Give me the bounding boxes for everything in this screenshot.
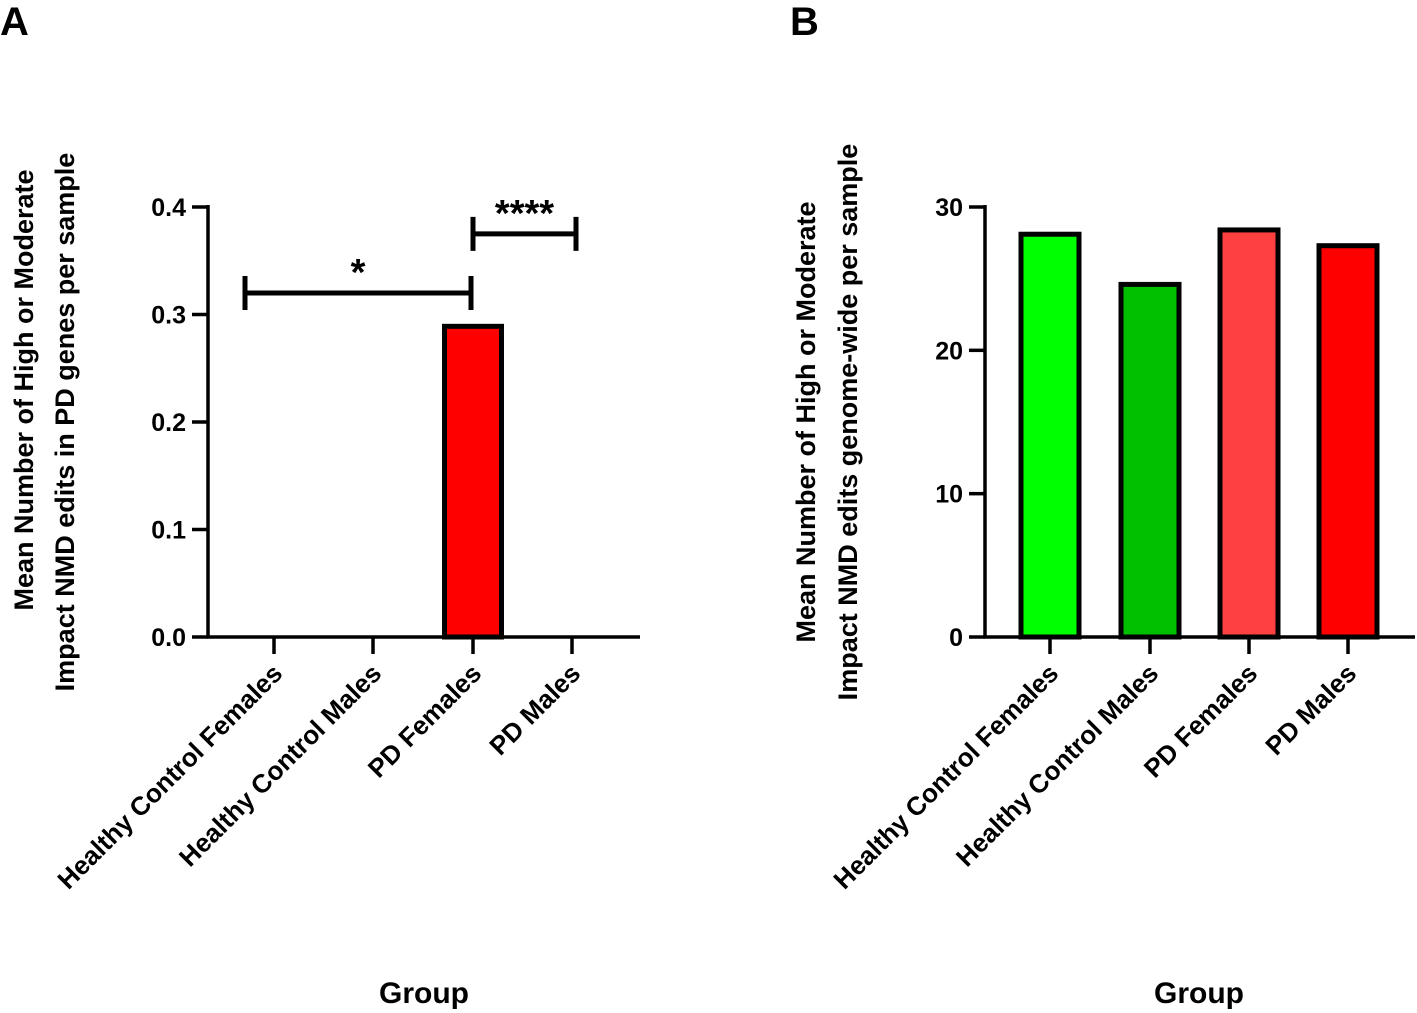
panel-a-y-tick-label: 0.1 — [151, 517, 186, 545]
panel-a-significance-bracket: * — [242, 252, 474, 310]
panel-b-y-tick-label: 0 — [949, 624, 963, 652]
panel-b-bar-3 — [1217, 227, 1281, 640]
panel-b-x-tick-label: PD Males — [1259, 658, 1362, 761]
panel-b-x-tick-label: Healthy Control Males — [950, 658, 1164, 872]
panel-b-y-axis-title: Mean Number of High or Moderate Impact N… — [791, 144, 863, 701]
panel-b-y-tick-label: 20 — [935, 337, 963, 365]
panel-a-y-axis-title-line2: Impact NMD edits in PD genes per sample — [50, 153, 80, 692]
panel-a-significance-label: **** — [495, 193, 554, 235]
panel-a-letter: A — [0, 0, 29, 44]
panel-a-bar-3 — [442, 323, 504, 640]
panel-b-bar-4 — [1316, 243, 1380, 640]
panel-b-x-axis-title: Group — [1154, 977, 1244, 1010]
panel-b-bar-2 — [1118, 281, 1182, 640]
panel-b-letter: B — [790, 0, 819, 44]
panel-a-y-axis-title: Mean Number of High or Moderate Impact N… — [9, 153, 80, 692]
panel-b-bar-1 — [1018, 231, 1082, 640]
panel-b: B Mean Number of High or Moderate Impact… — [790, 0, 1415, 1010]
panel-a-y-tick-label: 0.4 — [151, 194, 186, 222]
panel-a-x-tick-label: Healthy Control Males — [173, 658, 387, 872]
panel-b-y-axis-title-line2: Impact NMD edits genome-wide per sample — [833, 144, 863, 701]
panel-a-y-tick-label: 0.3 — [151, 302, 186, 330]
panel-a-y-axis-title-line1: Mean Number of High or Moderate — [9, 169, 39, 610]
panel-b-y-axis-title-line1: Mean Number of High or Moderate — [791, 201, 821, 642]
panel-a-x-axis-title: Group — [379, 977, 469, 1010]
panel-a-significance-bracket: **** — [470, 193, 579, 251]
panel-b-y-tick-label: 30 — [935, 194, 963, 222]
panel-a-y-tick-label: 0.0 — [151, 624, 186, 652]
panel-a-y-tick-label: 0.2 — [151, 409, 186, 437]
panel-a: A Mean Number of High or Moderate Impact… — [0, 0, 640, 1010]
panel-a-x-tick-label: PD Males — [483, 658, 586, 761]
panel-b-y-tick-label: 10 — [935, 481, 963, 509]
panel-a-significance-label: * — [351, 252, 366, 294]
